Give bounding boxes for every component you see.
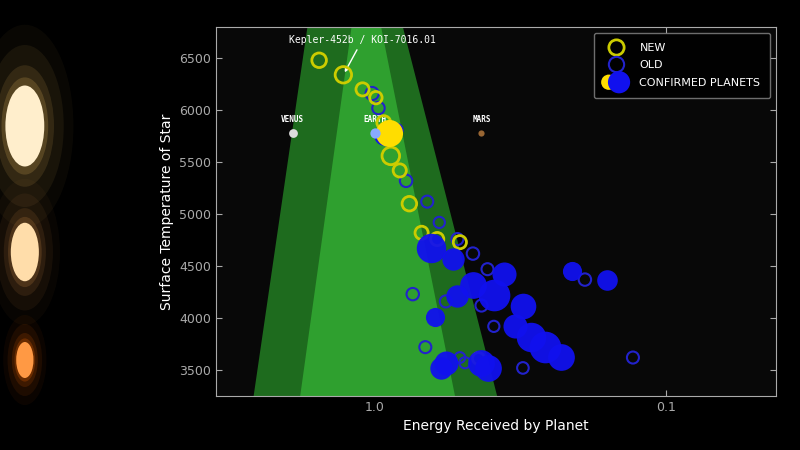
Point [517,302,530,309]
Point [286,130,299,137]
Point [356,86,369,93]
Circle shape [4,208,46,296]
Point [406,291,419,298]
Point [475,302,488,309]
Text: VENUS: VENUS [281,115,304,124]
Point [454,238,466,246]
Point [451,235,464,243]
Point [370,94,382,101]
Point [566,268,578,275]
Point [439,359,452,366]
Point [481,364,494,372]
Circle shape [6,86,44,166]
Polygon shape [300,27,455,396]
Circle shape [0,194,53,310]
Circle shape [7,324,42,396]
Point [378,131,390,139]
Point [337,71,350,78]
Circle shape [16,342,34,378]
Circle shape [0,45,64,207]
Point [487,292,500,299]
Text: MARS: MARS [472,115,490,124]
Y-axis label: Surface Temperature of Star: Surface Temperature of Star [159,113,174,310]
Point [431,235,444,243]
Circle shape [10,223,39,281]
Point [383,130,396,137]
Point [313,57,326,64]
Point [429,313,442,320]
Point [481,266,494,273]
Circle shape [12,333,38,387]
Point [415,229,428,236]
Point [385,152,398,159]
Point [538,343,551,351]
Point [458,359,471,366]
Point [419,343,432,351]
Point [394,167,406,174]
Point [382,137,394,144]
Text: EARTH: EARTH [363,115,386,124]
Point [498,271,510,278]
Point [487,323,500,330]
Point [466,250,479,257]
Circle shape [0,179,60,325]
Point [509,323,522,330]
Point [378,119,390,126]
Point [446,255,459,262]
Circle shape [3,315,46,405]
Point [439,298,452,305]
Point [554,353,567,360]
X-axis label: Energy Received by Planet: Energy Received by Planet [403,419,589,433]
Point [475,130,488,137]
Point [626,354,639,361]
Point [425,245,438,252]
Point [421,198,434,205]
Point [578,276,591,283]
Point [400,177,413,184]
Point [435,364,448,372]
Legend: NEW, OLD, CONFIRMED PLANETS: NEW, OLD, CONFIRMED PLANETS [594,32,770,98]
Point [517,364,530,372]
Point [466,281,479,288]
Polygon shape [254,27,497,396]
Point [366,90,378,97]
Point [368,130,381,137]
Point [525,333,538,340]
Point [403,200,416,207]
Point [475,359,488,366]
Point [454,354,466,361]
Circle shape [14,338,35,382]
Circle shape [0,25,74,227]
Point [600,276,613,283]
Point [472,355,485,362]
Circle shape [0,65,54,187]
Text: Kepler-452b / KOI-7016.01: Kepler-452b / KOI-7016.01 [289,35,436,71]
Point [372,104,385,112]
Point [451,292,464,300]
Circle shape [2,77,48,175]
Circle shape [8,217,42,287]
Point [433,219,446,226]
Point [390,126,403,134]
